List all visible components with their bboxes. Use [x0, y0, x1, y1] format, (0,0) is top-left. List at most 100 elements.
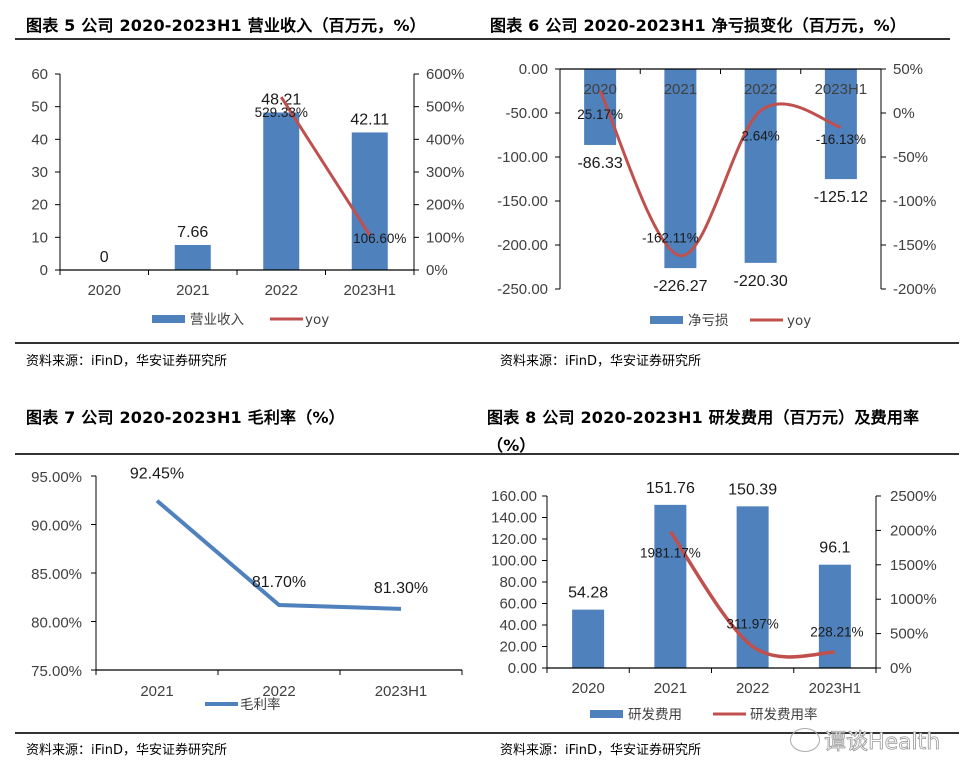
c5-y-tick-label: 10	[31, 229, 48, 246]
c8-y-tick-label: 0.00	[508, 660, 537, 677]
c5-y-tick-label: 0	[40, 262, 48, 279]
chart7-title-rule	[15, 453, 487, 455]
c8-x-tick-label: 2020	[571, 680, 604, 697]
c8-bar-label: 150.39	[728, 481, 777, 498]
c6-yoy-label: -16.13%	[816, 132, 866, 147]
c6-y-tick-label: -50.00	[505, 105, 548, 122]
c8-y-tick-label: 40.00	[499, 617, 537, 634]
c8-y2-tick-label: 2000%	[890, 522, 937, 539]
c7-y-tick-label: 80.00%	[31, 615, 82, 632]
watermark: 谭谈Health	[824, 730, 941, 756]
c6-x-tick-label: 2022	[744, 81, 777, 98]
c6-y2-tick-label: 50%	[893, 61, 923, 78]
c6-y-tick-label: -250.00	[497, 281, 548, 298]
c8-y-tick-label: 120.00	[491, 531, 537, 548]
c8-y2-tick-label: 1500%	[890, 557, 937, 574]
c5-y2-tick-label: 600%	[426, 66, 464, 83]
c8-bar-label: 96.1	[819, 540, 850, 557]
c5-yoy-label: 106.60%	[353, 231, 406, 246]
chart8-title-line2: （%）	[487, 436, 536, 455]
c6-y2-tick-label: -150%	[893, 237, 936, 254]
c8-bar	[572, 609, 605, 668]
c7-x-tick-label: 2023H1	[375, 683, 428, 700]
c5-bar-label: 7.66	[177, 224, 208, 241]
c5-y2-tick-label: 200%	[426, 197, 464, 214]
c5-y2-tick-label: 100%	[426, 229, 464, 246]
c5-x-tick-label: 2023H1	[343, 282, 396, 299]
c8-rate-label: 228.21%	[810, 624, 863, 639]
chart8-title-rule	[487, 453, 959, 455]
c8-x-tick-label: 2023H1	[809, 680, 862, 697]
c5-y-tick-label: 30	[31, 164, 48, 181]
c8-bar-label: 151.76	[646, 480, 695, 497]
c5-bar	[263, 112, 300, 270]
chart5-title: 图表 5 公司 2020-2023H1 营业收入（百万元，%）	[26, 16, 426, 35]
c6-bar-label: -226.27	[653, 278, 707, 295]
c5-legend-bar-swatch	[152, 315, 185, 323]
c5-y-tick-label: 20	[31, 197, 48, 214]
c5-y2-tick-label: 500%	[426, 99, 464, 116]
c5-x-tick-label: 2021	[176, 282, 209, 299]
c8-y-tick-label: 140.00	[491, 510, 537, 527]
c6-bar-label: -220.30	[733, 273, 787, 290]
c6-y2-tick-label: -100%	[893, 193, 936, 210]
c8-y2-tick-label: 2500%	[890, 488, 937, 505]
c8-legend-line-label: 研发费用率	[750, 706, 818, 723]
bottom-source-rule	[15, 732, 959, 734]
c6-y2-tick-label: 0%	[893, 105, 915, 122]
c8-y-tick-label: 100.00	[491, 553, 537, 570]
chart6-source: 资料来源：iFinD，华安证券研究所	[500, 354, 702, 369]
c7-x-tick-label: 2022	[262, 683, 295, 700]
c6-y-tick-label: -150.00	[497, 193, 548, 210]
c8-y-tick-label: 20.00	[499, 639, 537, 656]
c6-bar	[664, 69, 697, 269]
c8-x-tick-label: 2022	[736, 680, 769, 697]
chart7-title: 图表 7 公司 2020-2023H1 毛利率（%）	[26, 408, 345, 427]
c5-y-tick-label: 50	[31, 99, 48, 116]
c8-legend-bar-swatch	[590, 710, 623, 718]
c8-y-tick-label: 60.00	[499, 596, 537, 613]
c8-bar	[736, 506, 769, 668]
c6-legend-line-label: yoy	[787, 313, 811, 329]
c7-x-tick-label: 2021	[140, 683, 173, 700]
c6-bar	[584, 69, 617, 145]
c8-y-tick-label: 160.00	[491, 488, 537, 505]
c8-y-tick-label: 80.00	[499, 574, 537, 591]
c5-bar	[351, 132, 388, 270]
c8-x-tick-label: 2021	[654, 680, 687, 697]
chart8-source: 资料来源：iFinD，华安证券研究所	[500, 743, 702, 758]
c5-bar	[174, 244, 211, 270]
c6-yoy-line	[598, 90, 842, 258]
chart5-source: 资料来源：iFinD，华安证券研究所	[26, 354, 228, 369]
c8-y2-tick-label: 1000%	[890, 591, 937, 608]
c6-y2-tick-label: -200%	[893, 281, 936, 298]
c6-x-tick-label: 2023H1	[815, 81, 868, 98]
c7-point-label: 81.70%	[252, 574, 306, 591]
c6-bar	[744, 69, 777, 263]
c8-rate-line	[668, 530, 835, 659]
c6-y-tick-label: -200.00	[497, 237, 548, 254]
chart6-title-rule	[487, 38, 950, 40]
c6-legend-bar-swatch	[650, 316, 683, 324]
chart5-title-rule	[15, 38, 487, 40]
c5-bar-label: 48.21	[261, 92, 301, 109]
c5-legend-bar-label: 营业收入	[190, 312, 244, 328]
c8-bar	[654, 504, 687, 668]
c5-y2-tick-label: 400%	[426, 131, 464, 148]
c5-x-tick-label: 2020	[88, 282, 121, 299]
c8-legend-bar-label: 研发费用	[628, 707, 682, 723]
c6-y2-tick-label: -50%	[893, 149, 928, 166]
c6-yoy-label: -162.11%	[642, 231, 699, 246]
c5-x-tick-label: 2022	[265, 282, 298, 299]
c8-y2-tick-label: 0%	[890, 660, 912, 677]
c7-point-label: 81.30%	[374, 580, 428, 597]
c7-y-tick-label: 95.00%	[31, 469, 82, 486]
top-source-rule	[15, 342, 959, 344]
c6-y-tick-label: 0.00	[519, 61, 548, 78]
wechat-icon	[790, 728, 820, 752]
c8-y2-tick-label: 500%	[890, 626, 928, 643]
c7-margin-line	[155, 499, 402, 611]
c7-point-label: 92.45%	[130, 466, 184, 483]
c7-y-tick-label: 75.00%	[31, 663, 82, 680]
